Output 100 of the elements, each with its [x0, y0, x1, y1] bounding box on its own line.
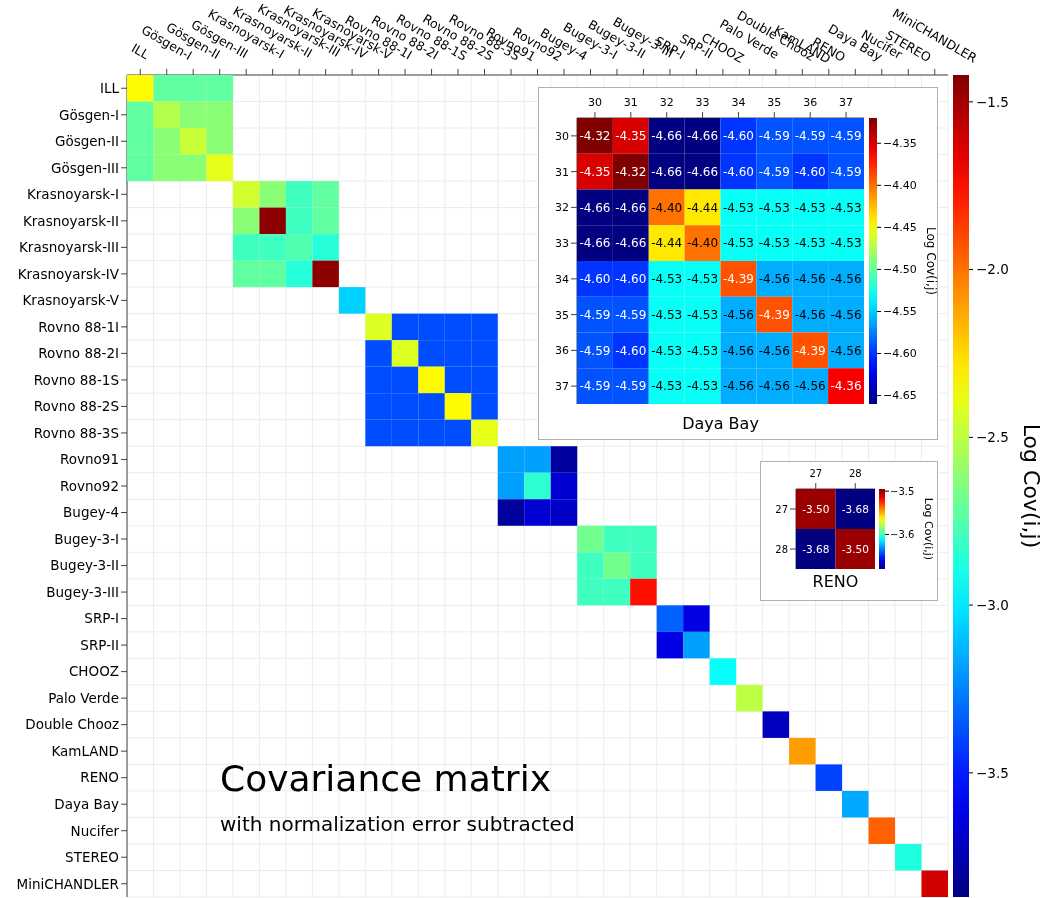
y-tick-label: STEREO	[65, 849, 119, 866]
data-label: -4.56	[794, 272, 826, 287]
y-tick-label: 37	[555, 380, 569, 394]
y-tick-label: Krasnoyarsk-III	[18, 239, 119, 256]
data-label: -4.53	[830, 200, 862, 215]
data-label: -4.35	[579, 164, 611, 179]
y-tick-label: Daya Bay	[54, 795, 120, 812]
data-label: -4.39	[794, 343, 826, 358]
x-tick-label: 30	[587, 96, 602, 109]
data-label: -3.50	[841, 542, 869, 555]
x-axis-title: Daya Bay	[681, 414, 760, 433]
data-label: -4.40	[651, 200, 683, 215]
data-label: -4.59	[579, 379, 611, 394]
data-label: -4.66	[579, 200, 611, 215]
y-tick-label: 31	[555, 165, 569, 179]
data-label: -4.59	[830, 164, 862, 179]
data-label: -4.60	[615, 343, 647, 358]
data-label: -3.50	[802, 502, 830, 515]
data-label: -3.68	[802, 542, 830, 555]
y-tick-label: RENO	[80, 769, 119, 786]
color-bar-label: −1.5	[976, 93, 1009, 110]
data-label: -4.53	[794, 200, 826, 215]
y-tick-label: SRP-II	[80, 636, 119, 653]
y-tick-label: Bugey-3-III	[46, 583, 119, 600]
data-label: -4.59	[758, 129, 790, 144]
x-axis-title: RENO	[811, 572, 860, 591]
data-label: -4.56	[722, 307, 754, 322]
data-label: -4.56	[722, 379, 754, 394]
y-tick-label: SRP-I	[84, 610, 119, 627]
y-tick-label: Rovno 88-3S	[33, 424, 119, 441]
y-tick-label: Rovno 88-2I	[38, 345, 119, 362]
data-label: -4.53	[758, 200, 790, 215]
x-tick-label: 32	[659, 96, 674, 109]
data-label: -4.59	[794, 129, 826, 144]
data-label: -4.53	[722, 200, 754, 215]
color-bar-label: −4.35	[883, 137, 917, 151]
color-bar-label: −3.5	[890, 485, 915, 497]
data-label: -4.53	[687, 343, 719, 358]
data-label: -4.53	[651, 307, 683, 322]
data-label: -4.53	[651, 343, 683, 358]
data-label: -4.39	[758, 307, 790, 322]
y-tick-label: MiniCHANDLER	[16, 875, 119, 892]
y-tick-label: Krasnoyarsk-II	[22, 212, 119, 229]
data-label: -4.53	[651, 379, 683, 394]
color-bar-label: −4.50	[883, 263, 917, 277]
y-tick-label: Rovno 88-1S	[33, 371, 119, 388]
data-label: -4.53	[830, 236, 862, 251]
y-tick-label: Bugey-3-II	[50, 557, 119, 574]
data-label: -4.66	[615, 200, 647, 215]
data-label: -4.56	[794, 379, 826, 394]
data-label: -4.60	[615, 272, 647, 287]
color-bar-label: −4.55	[883, 305, 917, 319]
data-label: -4.53	[687, 307, 719, 322]
data-label: -4.66	[579, 236, 611, 251]
y-tick-label: Palo Verde	[48, 689, 119, 706]
data-label: -4.66	[687, 164, 719, 179]
text: with normalization error subtracted	[220, 812, 575, 836]
data-label: -4.60	[794, 164, 826, 179]
y-tick-label: Rovno91	[59, 451, 119, 468]
data-label: -4.59	[758, 164, 790, 179]
data-label: -4.53	[687, 379, 719, 394]
data-label: -4.60	[579, 272, 611, 287]
data-label: -4.59	[579, 343, 611, 358]
data-label: -4.66	[687, 129, 719, 144]
data-label: -4.56	[830, 272, 862, 287]
x-tick-label: 31	[623, 96, 638, 109]
color-bar-title: Log Cov(i,j)	[924, 227, 938, 295]
data-label: -4.53	[687, 272, 719, 287]
data-label: -4.56	[758, 343, 790, 358]
data-label: -4.40	[687, 236, 719, 251]
data-label: -4.60	[722, 129, 754, 144]
data-label: -4.32	[615, 164, 647, 179]
x-tick-label: 33	[695, 96, 710, 109]
x-tick-label: 37	[839, 96, 854, 109]
color-bar-title: Log Cov(i,j)	[922, 497, 935, 561]
text: Covariance matrix	[220, 758, 551, 799]
y-tick-label: 36	[555, 344, 569, 358]
data-label: -4.53	[794, 236, 826, 251]
data-label: -4.56	[830, 307, 862, 322]
data-label: -4.66	[651, 164, 683, 179]
data-label: -4.59	[615, 379, 647, 394]
data-label: -4.56	[722, 343, 754, 358]
data-label: -4.39	[722, 272, 754, 287]
color-bar-label: −4.60	[883, 347, 917, 361]
y-tick-label: 33	[555, 237, 569, 251]
data-label: -4.60	[722, 164, 754, 179]
data-label: -4.56	[758, 379, 790, 394]
data-label: -4.56	[794, 307, 826, 322]
y-tick-label: Krasnoyarsk-IV	[17, 265, 120, 282]
x-tick-label: 34	[731, 96, 746, 109]
y-tick-label: CHOOZ	[68, 663, 119, 680]
y-tick-label: 35	[555, 308, 569, 322]
y-tick-label: Double Chooz	[25, 716, 119, 733]
data-label: -4.56	[758, 272, 790, 287]
y-tick-label: Rovno 88-1I	[38, 318, 119, 335]
data-label: -4.59	[830, 129, 862, 144]
data-label: -4.53	[722, 236, 754, 251]
y-tick-label: 30	[555, 129, 569, 143]
data-label: -3.68	[841, 502, 869, 515]
data-label: -4.32	[579, 129, 611, 144]
